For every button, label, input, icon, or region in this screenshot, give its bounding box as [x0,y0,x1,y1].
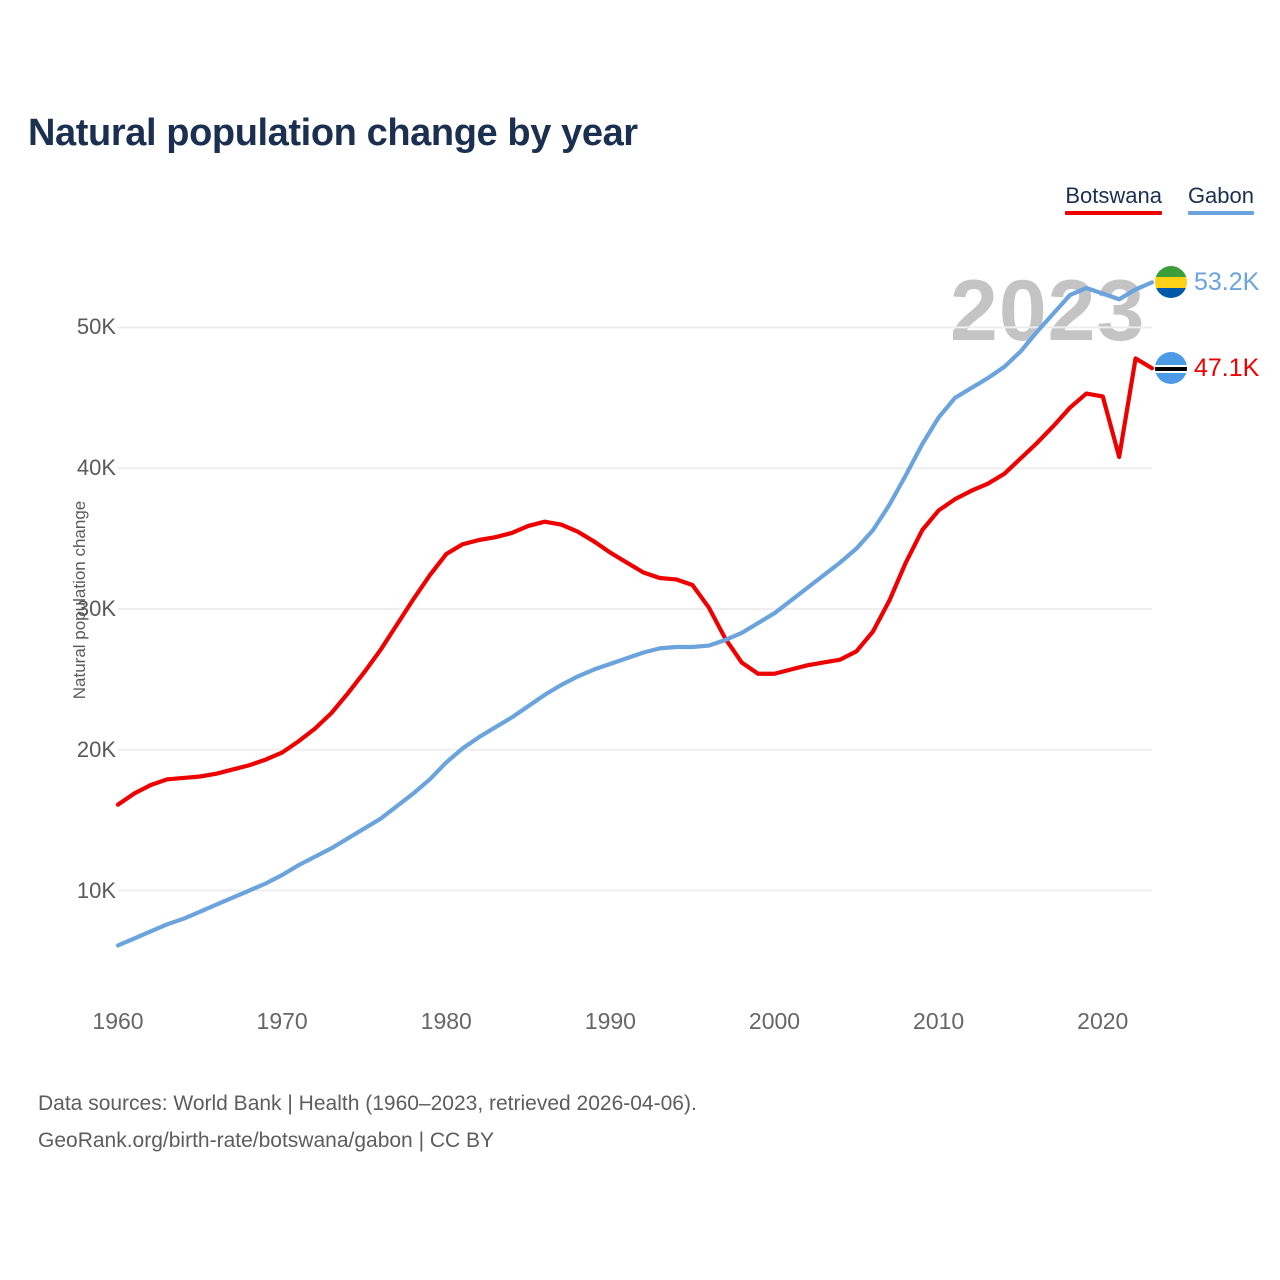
end-label-gabon: 53.2K [1155,266,1260,299]
botswana-flag-icon [1155,352,1187,385]
y-tick-label: 50K [76,314,116,340]
y-tick-label: 20K [76,736,116,762]
page-title: Natural population change by year [28,112,638,154]
legend-item-botswana[interactable]: Botswana [1065,183,1162,215]
series-line-gabon [115,280,1155,948]
legend-rule-botswana [1065,211,1162,215]
footer-line-sources: Data sources: World Bank | Health (1960–… [38,1092,697,1115]
end-value-botswana: 47.1K [1194,353,1260,382]
footer-line-attribution: GeoRank.org/birth-rate/botswana/gabon | … [38,1129,495,1152]
end-value-gabon: 53.2K [1194,267,1260,296]
end-label-botswana: 47.1K [1155,352,1260,385]
x-tick-label: 1980 [420,1008,472,1034]
chart-legend: Botswana Gabon [1065,183,1254,215]
x-tick-label: 2000 [748,1008,801,1034]
x-tick-label: 1970 [256,1008,308,1034]
y-tick-label: 30K [76,595,116,621]
legend-rule-gabon [1187,211,1254,215]
legend-label-gabon: Gabon [1187,183,1254,208]
chart-footer: Data sources: World Bank | Health (1960–… [38,1085,697,1159]
legend-label-botswana: Botswana [1065,183,1162,208]
y-tick-label: 40K [76,455,116,481]
legend-item-gabon[interactable]: Gabon [1187,183,1254,215]
gabon-flag-icon [1155,266,1187,299]
x-tick-label: 1960 [92,1008,144,1034]
year-watermark: 2023 [950,263,1146,359]
x-tick-label: 2010 [913,1008,965,1034]
x-tick-label: 2020 [1077,1008,1129,1034]
series-line-botswana [115,356,1155,807]
x-tick-label: 1990 [584,1008,636,1034]
y-tick-label: 10K [76,877,116,903]
